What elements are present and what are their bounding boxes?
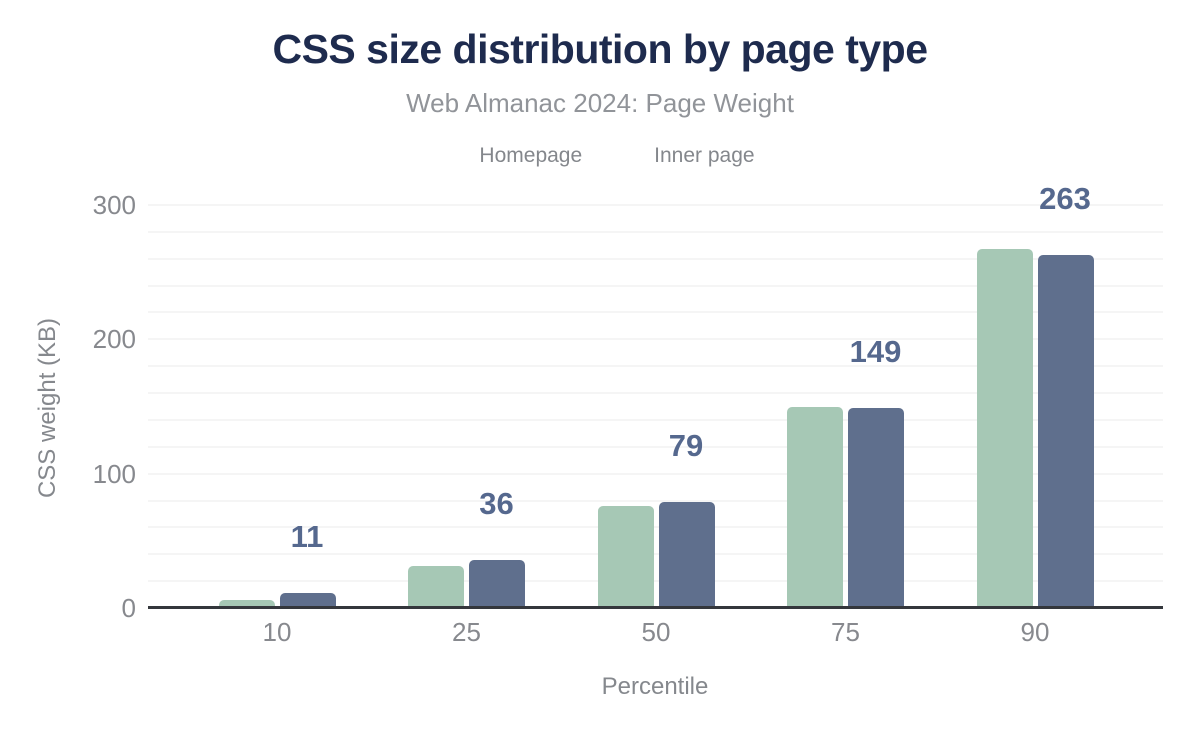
bar-homepage-p10 bbox=[218, 599, 275, 608]
value-label-p10: 11 bbox=[290, 519, 324, 555]
gridline bbox=[148, 418, 1163, 421]
gridline bbox=[148, 365, 1163, 368]
bar-inner-page-p10 bbox=[279, 593, 336, 608]
x-tick-label-p10: 10 bbox=[262, 617, 292, 647]
bar-inner-page-p75 bbox=[848, 407, 904, 608]
bar-inner-page-p50 bbox=[658, 501, 715, 608]
gridline bbox=[148, 472, 1163, 475]
y-tick-label: 100 bbox=[92, 458, 136, 489]
gridline bbox=[148, 204, 1163, 206]
x-tick-label-p50: 50 bbox=[641, 617, 671, 647]
gridline bbox=[148, 445, 1163, 448]
value-label-p90: 263 bbox=[1039, 180, 1091, 216]
value-label-p75: 149 bbox=[849, 333, 902, 369]
bar-inner-page-p90 bbox=[1037, 254, 1094, 608]
y-tick-label: 200 bbox=[92, 324, 136, 355]
x-axis-title: Percentile bbox=[601, 673, 709, 700]
gridline bbox=[148, 284, 1163, 287]
x-axis-line bbox=[148, 606, 1163, 609]
legend-item-homepage: Homepage bbox=[445, 144, 582, 168]
bar-homepage-p50 bbox=[597, 505, 654, 608]
gridline bbox=[148, 392, 1163, 395]
legend: Homepage Inner page bbox=[0, 144, 1200, 168]
x-tick-label-p25: 25 bbox=[452, 617, 481, 647]
chart-title: CSS size distribution by page type bbox=[272, 26, 928, 72]
bar-homepage-p25 bbox=[408, 566, 464, 608]
gridline bbox=[148, 311, 1163, 314]
x-tick-label-p90: 90 bbox=[1020, 617, 1050, 647]
y-tick-label: 300 bbox=[92, 190, 136, 220]
gridline bbox=[148, 499, 1163, 502]
bar-homepage-p90 bbox=[976, 249, 1033, 608]
gridline bbox=[148, 257, 1163, 260]
legend-label-inner-page: Inner page bbox=[654, 144, 755, 167]
gridline bbox=[148, 526, 1163, 529]
gridline bbox=[148, 338, 1163, 341]
value-label-p50: 79 bbox=[668, 427, 704, 463]
gridline bbox=[148, 553, 1163, 556]
x-tick-label-p75: 75 bbox=[831, 617, 860, 647]
value-label-p25: 36 bbox=[479, 485, 514, 521]
legend-label-homepage: Homepage bbox=[479, 144, 583, 167]
gridline bbox=[148, 230, 1163, 233]
legend-item-inner-page: Inner page bbox=[620, 144, 754, 168]
chart-subtitle: Web Almanac 2024: Page Weight bbox=[406, 88, 794, 118]
y-tick-label: 0 bbox=[121, 593, 136, 623]
bar-inner-page-p25 bbox=[469, 559, 525, 608]
bar-homepage-p75 bbox=[787, 406, 843, 608]
y-axis-title: CSS weight (KB) bbox=[34, 317, 61, 499]
gridline bbox=[148, 580, 1163, 583]
